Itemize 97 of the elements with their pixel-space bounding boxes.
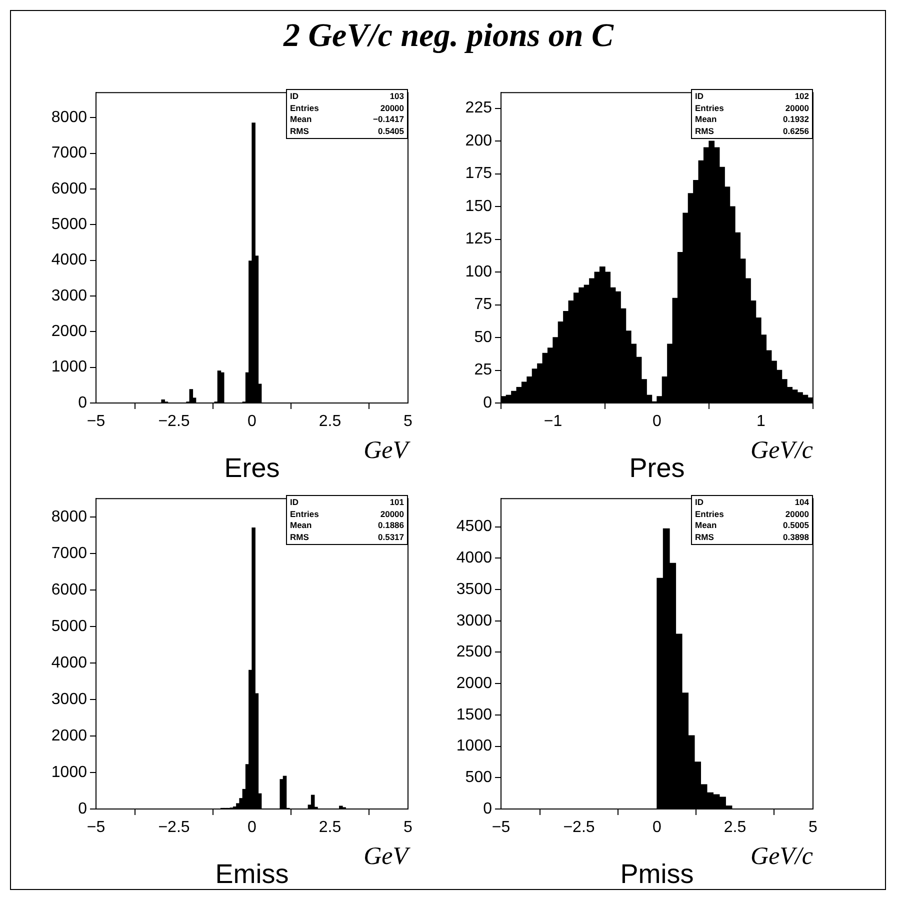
y-tick-label: 5000 bbox=[51, 216, 88, 234]
y-tick-label: 3000 bbox=[456, 612, 492, 630]
y-tick-label: 0 bbox=[78, 394, 88, 412]
y-tick-label: 1500 bbox=[456, 706, 492, 724]
y-tick-label: 4000 bbox=[456, 550, 492, 567]
y-tick-label: 25 bbox=[474, 362, 492, 379]
text: Eres bbox=[224, 453, 280, 484]
x-tick-label: 1 bbox=[756, 413, 766, 430]
annotation: Entries bbox=[290, 102, 319, 114]
y-tick-label: 150 bbox=[465, 198, 492, 215]
y-tick-label: 3000 bbox=[51, 690, 88, 708]
annotation: 0.6256 bbox=[783, 126, 809, 137]
x-axis-title: GeV/c bbox=[750, 843, 813, 871]
annotation: Entries bbox=[695, 102, 724, 114]
x-tick-label: −1 bbox=[544, 413, 562, 430]
x-tick-label: −2.5 bbox=[158, 413, 190, 430]
y-tick-label: 225 bbox=[465, 100, 492, 117]
y-tick-label: 1000 bbox=[456, 738, 492, 755]
annotation: 101 bbox=[390, 497, 404, 508]
annotation: 0.1932 bbox=[783, 114, 809, 126]
annotation: 0.3898 bbox=[783, 532, 809, 543]
annotation: 102 bbox=[794, 91, 809, 102]
x-tick-label: 5 bbox=[404, 819, 413, 836]
annotation: 0.5405 bbox=[378, 126, 404, 137]
annotation: RMS bbox=[290, 126, 309, 137]
y-tick-label: 4500 bbox=[456, 518, 492, 536]
x-tick-label: 2.5 bbox=[724, 819, 746, 836]
y-tick-label: 175 bbox=[465, 165, 492, 182]
y-tick-label: 2000 bbox=[51, 323, 88, 340]
y-tick-label: 3000 bbox=[51, 287, 88, 304]
y-tick-label: 100 bbox=[465, 263, 492, 280]
x-tick-label: −5 bbox=[86, 819, 106, 836]
y-tick-label: 2000 bbox=[51, 727, 88, 744]
annotation: RMS bbox=[695, 532, 714, 543]
annotation: 104 bbox=[794, 497, 809, 508]
annotation: 20000 bbox=[380, 102, 404, 114]
x-tick-label: 0 bbox=[248, 413, 257, 430]
annotation: ID bbox=[290, 497, 298, 508]
x-tick-label: −5 bbox=[492, 819, 510, 836]
y-tick-label: 0 bbox=[78, 800, 88, 818]
annotation: ID bbox=[695, 497, 704, 508]
y-tick-label: 6000 bbox=[51, 581, 88, 598]
annotation: RMS bbox=[695, 126, 714, 137]
y-tick-label: 200 bbox=[465, 132, 492, 150]
x-tick-label: 5 bbox=[404, 413, 413, 430]
y-tick-label: 0 bbox=[483, 394, 492, 412]
y-tick-label: 5000 bbox=[51, 618, 88, 635]
x-tick-label: −2.5 bbox=[158, 819, 190, 836]
x-axis-title: GeV bbox=[364, 843, 408, 871]
y-tick-label: 4000 bbox=[51, 252, 88, 269]
y-tick-label: 1000 bbox=[51, 764, 88, 781]
x-tick-label: −2.5 bbox=[563, 819, 595, 836]
text: Pmiss bbox=[620, 859, 694, 890]
y-tick-label: 3500 bbox=[456, 580, 492, 598]
annotation: 0.5317 bbox=[378, 532, 404, 543]
text: 2 GeV/c neg. pions on C bbox=[282, 18, 615, 55]
text: Emiss bbox=[215, 859, 289, 890]
x-axis-title: GeV bbox=[364, 437, 408, 465]
annotation: 0.5005 bbox=[783, 520, 809, 532]
annotation: RMS bbox=[290, 532, 309, 543]
annotation: Mean bbox=[290, 520, 312, 532]
x-tick-label: 0 bbox=[248, 819, 257, 836]
y-tick-label: 8000 bbox=[51, 108, 88, 126]
annotation: ID bbox=[290, 91, 298, 102]
y-tick-label: 125 bbox=[465, 230, 492, 248]
x-tick-label: 0 bbox=[652, 819, 662, 836]
annotation: 20000 bbox=[380, 508, 404, 520]
annotation: −0.1417 bbox=[373, 114, 404, 126]
annotation: 103 bbox=[390, 91, 404, 102]
x-tick-label: 2.5 bbox=[318, 819, 342, 836]
y-tick-label: 6000 bbox=[51, 180, 88, 198]
annotation: 0.1886 bbox=[378, 520, 404, 532]
annotation: ID bbox=[695, 91, 704, 102]
x-tick-label: 0 bbox=[652, 413, 662, 430]
y-tick-label: 75 bbox=[474, 296, 492, 314]
annotation: 20000 bbox=[785, 508, 809, 520]
y-tick-label: 4000 bbox=[51, 654, 88, 672]
y-tick-label: 7000 bbox=[51, 544, 88, 562]
annotation: Mean bbox=[695, 520, 717, 532]
annotation: Mean bbox=[695, 114, 717, 126]
y-tick-label: 2500 bbox=[456, 644, 492, 661]
annotation: 20000 bbox=[785, 102, 809, 114]
y-tick-label: 7000 bbox=[51, 144, 88, 162]
annotation: Entries bbox=[290, 508, 319, 520]
x-tick-label: 2.5 bbox=[318, 413, 342, 430]
y-tick-label: 50 bbox=[474, 328, 492, 346]
y-tick-label: 1000 bbox=[51, 358, 88, 376]
annotation: Mean bbox=[290, 114, 312, 126]
x-tick-label: −5 bbox=[86, 413, 106, 430]
y-tick-label: 0 bbox=[483, 800, 492, 818]
text: Pres bbox=[629, 453, 685, 484]
x-axis-title: GeV/c bbox=[750, 437, 813, 465]
y-tick-label: 500 bbox=[465, 769, 492, 786]
y-tick-label: 8000 bbox=[51, 508, 88, 526]
y-tick-label: 2000 bbox=[456, 674, 492, 692]
x-tick-label: 5 bbox=[808, 819, 818, 836]
annotation: Entries bbox=[695, 508, 724, 520]
